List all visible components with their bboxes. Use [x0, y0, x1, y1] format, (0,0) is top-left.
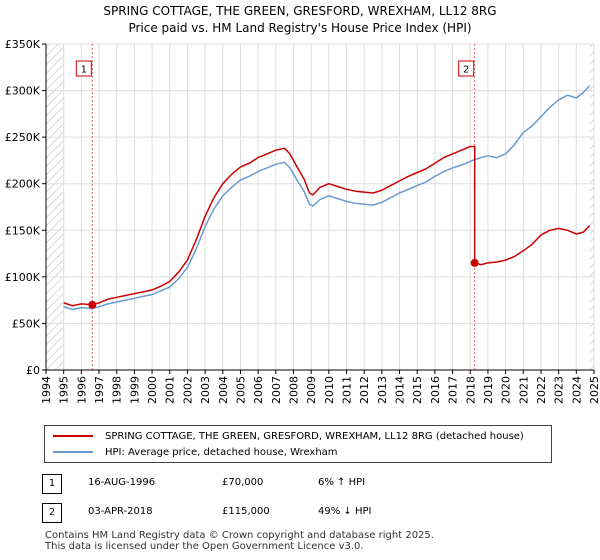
footer-copyright: Contains HM Land Registry data © Crown c…	[45, 530, 434, 541]
x-tick-label: 2014	[394, 376, 407, 404]
y-tick-label: £0	[26, 364, 40, 377]
x-tick-label: 2021	[517, 376, 530, 404]
transaction-number-badge: 1	[42, 474, 62, 494]
marker-label: 1	[81, 65, 87, 76]
x-tick-label: 2000	[146, 376, 159, 404]
series-line-property	[63, 145, 591, 307]
hatched-region	[589, 44, 594, 370]
x-tick-label: 2020	[500, 376, 513, 404]
legend-swatch-hpi	[53, 451, 93, 453]
price-chart: 1 2 £0 £50K £100K £150K £200K £250K £300K £350K 1…	[5, 38, 600, 404]
transaction-price: £70,000	[222, 477, 264, 488]
y-tick-label: £100K	[5, 271, 41, 284]
chart-title: SPRING COTTAGE, THE GREEN, GRESFORD, WRE…	[103, 4, 497, 18]
x-tick-label: 1995	[58, 376, 71, 404]
transaction-row: 2 03-APR-2018 £115,000 49% ↓ HPI	[0, 503, 600, 525]
x-tick-label: 2004	[217, 376, 230, 404]
x-tick-label: 2016	[429, 376, 442, 404]
x-tick-label: 1997	[93, 376, 106, 404]
x-tick-label: 2022	[535, 376, 548, 404]
x-tick-label: 2023	[553, 376, 566, 404]
x-tick-label: 2025	[588, 376, 600, 404]
y-tick-label: £250K	[5, 131, 41, 144]
transaction-date: 03-APR-2018	[88, 506, 153, 517]
legend-item-property: SPRING COTTAGE, THE GREEN, GRESFORD, WRE…	[53, 428, 524, 444]
transaction-row: 1 16-AUG-1996 £70,000 6% ↑ HPI	[0, 474, 600, 496]
footer: Contains HM Land Registry data © Crown c…	[45, 530, 434, 552]
marker-badge	[75, 60, 92, 77]
x-tick-label: 2001	[164, 376, 177, 404]
x-tick-label: 2003	[199, 376, 212, 404]
x-tick-label: 2005	[234, 376, 247, 404]
x-tick-label: 2002	[181, 376, 194, 404]
x-tick-label: 1994	[40, 376, 53, 404]
sale-point	[88, 300, 97, 309]
sale-point	[470, 258, 479, 267]
x-tick-label: 2009	[305, 376, 318, 404]
transaction-hpi-diff: 6% ↑ HPI	[318, 477, 366, 488]
transaction-price: £115,000	[222, 506, 270, 517]
y-tick-label: £300K	[5, 85, 41, 98]
x-tick-label: 2011	[341, 376, 354, 404]
x-tick-label: 2017	[447, 376, 460, 404]
x-tick-label: 2012	[358, 376, 371, 404]
chart-subtitle: Price paid vs. HM Land Registry's House …	[128, 21, 472, 35]
x-tick-label: 2007	[270, 376, 283, 404]
footer-licence: This data is licensed under the Open Gov…	[45, 541, 364, 552]
x-tick-label: 2013	[376, 376, 389, 404]
x-tick-label: 2024	[570, 376, 583, 404]
x-tick-label: 2015	[411, 376, 424, 404]
transaction-number-badge: 2	[42, 503, 62, 523]
x-tick-label: 2008	[287, 376, 300, 404]
x-tick-label: 2010	[323, 376, 336, 404]
x-tick-label: 2019	[482, 376, 495, 404]
legend-label-hpi: HPI: Average price, detached house, Wrex…	[105, 446, 338, 458]
x-tick-label: 2006	[252, 376, 265, 404]
y-tick-label: £200K	[5, 178, 41, 191]
legend-item-hpi: HPI: Average price, detached house, Wrex…	[53, 444, 338, 460]
legend: SPRING COTTAGE, THE GREEN, GRESFORD, WRE…	[44, 425, 552, 463]
y-tick-label: £150K	[5, 224, 41, 237]
x-tick-label: 1998	[111, 376, 124, 404]
x-tick-label: 1999	[128, 376, 141, 404]
y-tick-label: £50K	[12, 317, 41, 330]
hatched-region	[46, 44, 64, 370]
series-line-hpi	[63, 85, 591, 311]
plot-area	[46, 44, 594, 370]
marker-label: 2	[463, 65, 469, 76]
legend-swatch-property	[53, 435, 93, 437]
transaction-date: 16-AUG-1996	[88, 477, 156, 488]
transaction-hpi-diff: 49% ↓ HPI	[318, 506, 372, 517]
y-tick-label: £350K	[5, 38, 41, 51]
x-tick-label: 1996	[75, 376, 88, 404]
x-tick-label: 2018	[464, 376, 477, 404]
marker-badge	[458, 60, 475, 77]
legend-label-property: SPRING COTTAGE, THE GREEN, GRESFORD, WRE…	[105, 430, 524, 442]
